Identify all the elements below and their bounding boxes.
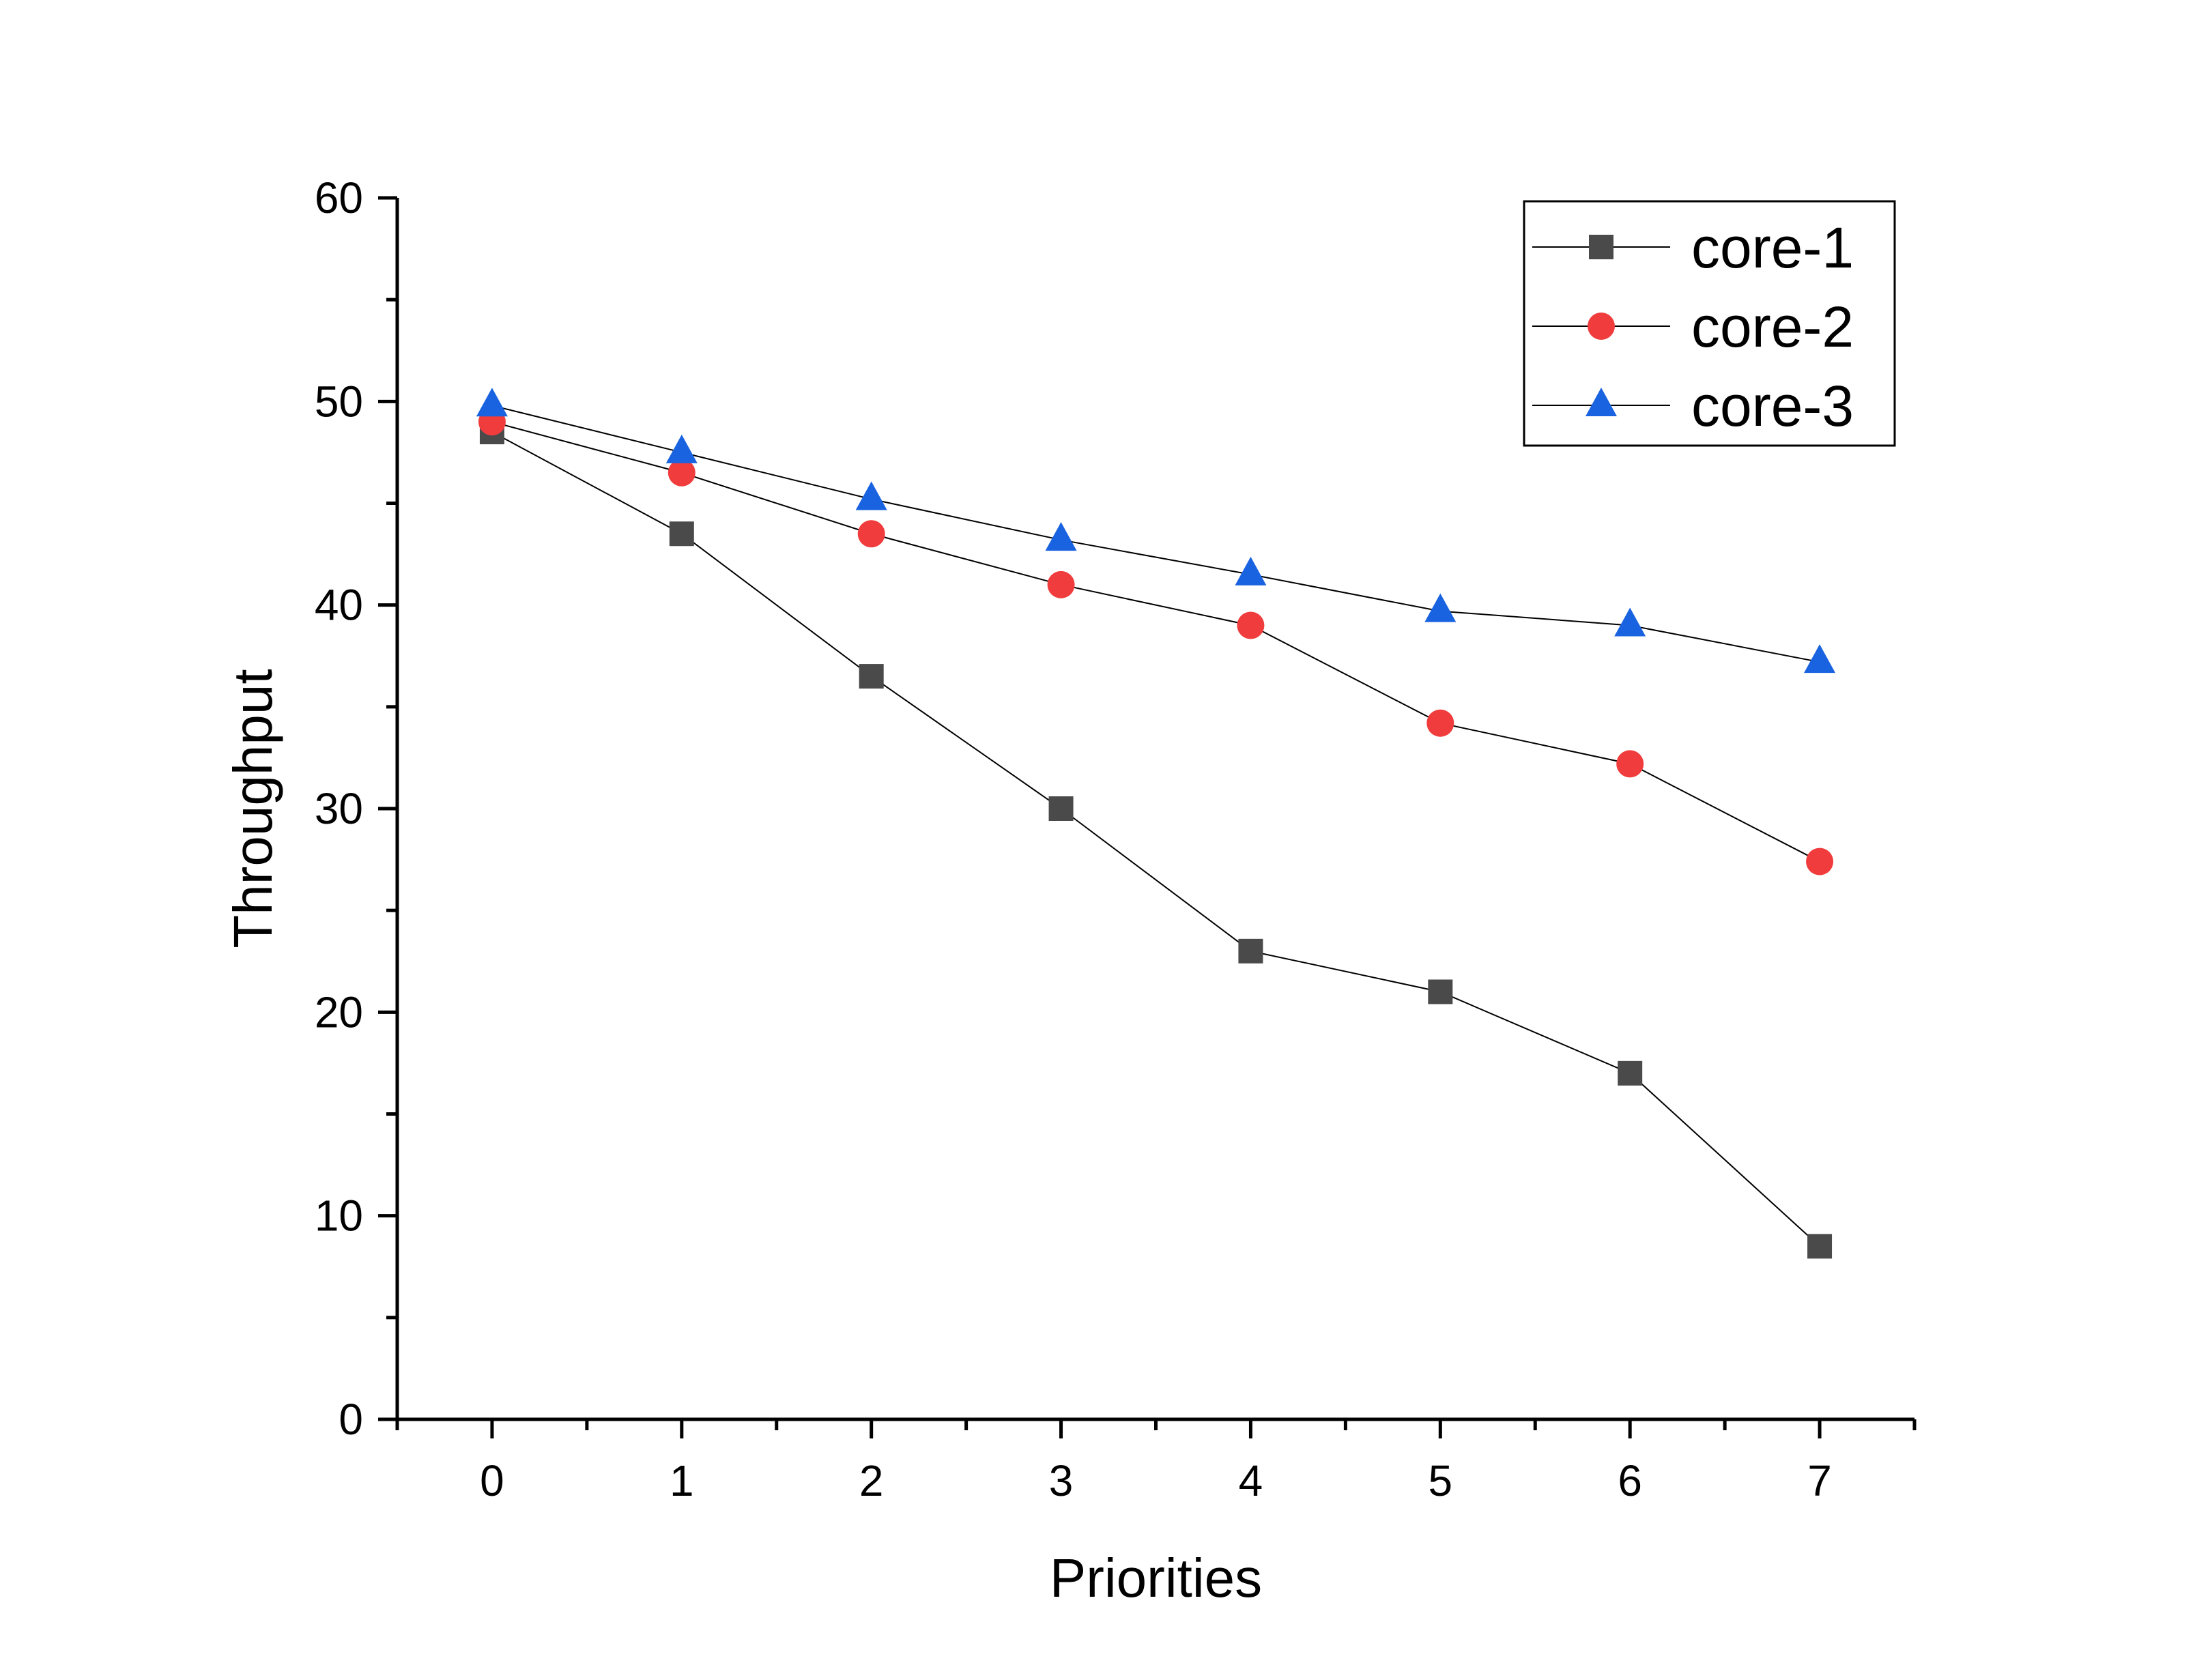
series-layer — [476, 388, 1836, 1259]
legend-label: core-2 — [1691, 295, 1854, 359]
y-tick-label: 20 — [315, 987, 363, 1037]
legend-item: core-2 — [1532, 295, 1854, 359]
data-point — [1426, 709, 1454, 737]
data-point — [1804, 644, 1836, 674]
data-point — [668, 459, 695, 487]
legend-item: core-1 — [1532, 216, 1854, 280]
x-tick-label: 5 — [1429, 1456, 1453, 1505]
legend-marker — [1589, 235, 1613, 259]
y-axis-title: Throughput — [223, 669, 283, 948]
series-core-2 — [478, 408, 1834, 875]
series-line — [491, 431, 1820, 1247]
data-point — [1806, 848, 1834, 875]
data-point — [1237, 611, 1265, 639]
series-line — [491, 405, 1820, 663]
x-tick-label: 7 — [1807, 1456, 1832, 1505]
data-point — [1618, 1060, 1643, 1086]
axis-titles: Priorities Throughput — [223, 669, 1262, 1608]
data-point — [1238, 938, 1263, 964]
legend-marker — [1586, 387, 1617, 416]
x-tick-label: 1 — [670, 1456, 694, 1505]
x-tick-label: 2 — [859, 1456, 884, 1505]
data-point — [1428, 979, 1453, 1004]
y-tick-label: 50 — [315, 377, 363, 426]
data-point — [1047, 570, 1075, 598]
data-point — [859, 664, 884, 689]
data-point — [855, 481, 887, 510]
series-core-3 — [476, 388, 1836, 674]
x-tick-label: 3 — [1049, 1456, 1074, 1505]
y-tick-label: 60 — [315, 173, 363, 222]
plot-area: 0 10 20 30 40 50 60 0 1 2 3 4 5 6 7 — [315, 173, 1917, 1505]
data-point — [1045, 522, 1077, 551]
legend-marker — [1588, 313, 1615, 340]
data-point — [1235, 556, 1267, 585]
data-point — [669, 521, 694, 547]
legend-item: core-3 — [1532, 374, 1854, 438]
y-tick-label: 0 — [339, 1395, 363, 1444]
data-point — [1807, 1234, 1833, 1259]
data-point — [476, 388, 508, 417]
data-point — [1424, 593, 1457, 622]
data-point — [1048, 796, 1074, 821]
data-point — [665, 434, 698, 463]
data-point — [1616, 750, 1644, 778]
legend: core-1 core-2 core-3 — [1523, 200, 1896, 447]
series-line — [491, 421, 1820, 863]
data-point — [1614, 607, 1646, 637]
legend-label: core-1 — [1691, 216, 1854, 280]
data-point — [857, 520, 885, 548]
x-tick-label: 0 — [480, 1456, 504, 1505]
x-tick-label: 4 — [1239, 1456, 1263, 1505]
legend-label: core-3 — [1691, 374, 1854, 438]
y-tick-label: 10 — [315, 1191, 363, 1241]
y-tick-label: 30 — [315, 784, 363, 833]
x-axis-title: Priorities — [1050, 1548, 1262, 1608]
y-tick-label: 40 — [315, 581, 363, 630]
x-tick-label: 6 — [1618, 1456, 1642, 1505]
series-core-1 — [479, 420, 1833, 1259]
